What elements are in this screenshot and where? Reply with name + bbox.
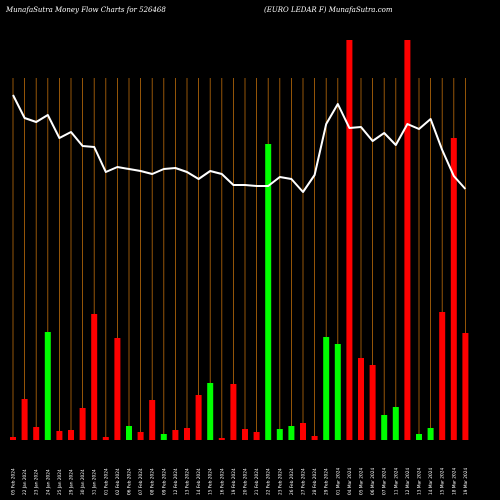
x-tick-label: 19 Mar 2024: [463, 467, 469, 495]
x-tick-label: 02 Feb 2024: [115, 468, 121, 495]
x-tick-label: 09 Feb 2024: [161, 468, 167, 495]
x-tick-label: 13 Feb 2024: [185, 468, 191, 495]
bar-down: [91, 314, 98, 440]
bar-up: [416, 434, 422, 440]
x-tick-label: 07 Feb 2024: [138, 468, 144, 495]
x-tick-label: 14 Mar 2024: [428, 467, 434, 495]
x-tick-label: 06 Mar 2024: [370, 467, 376, 495]
bar-down: [79, 408, 86, 440]
bar-down: [346, 40, 353, 440]
x-tick-label: 12 Feb 2024: [173, 468, 179, 495]
x-tick-label: 31 Jan 2024: [92, 469, 98, 495]
x-tick-label: 18 Mar 2024: [451, 467, 457, 495]
x-tick-label: 23 Jan 2024: [34, 469, 40, 495]
x-tick-label: 26 Feb 2024: [289, 468, 295, 495]
bar-up: [44, 332, 51, 440]
bar-down: [137, 432, 144, 440]
bar-down: [195, 395, 202, 440]
x-tick-label: 15 Feb 2024: [208, 468, 214, 495]
x-tick-label: 20 Feb 2024: [243, 468, 249, 495]
bar-down: [358, 358, 364, 440]
x-tick-label: 01 Feb 2024: [103, 468, 109, 495]
x-tick-label: 01 Mar 2024: [335, 467, 341, 495]
bar-down: [253, 432, 260, 440]
bar-up: [126, 426, 132, 440]
bar-down: [10, 437, 16, 440]
bar-down: [184, 428, 190, 440]
x-tick-label: 19 Feb 2024: [231, 468, 237, 495]
x-tick-label: 14 Feb 2024: [196, 468, 202, 495]
bar-down: [218, 438, 225, 440]
x-tick-label: 22 Feb 2024: [266, 468, 272, 495]
x-tick-label: 29 Jan 2024: [69, 469, 75, 495]
chart-header-left: MunafaSutra Money Flow Charts for 526468: [6, 6, 166, 14]
bar-down: [369, 365, 376, 440]
bar-down: [311, 436, 318, 440]
x-tick-label: 24 Jan 2024: [45, 469, 51, 495]
bar-up: [323, 337, 330, 440]
x-tick-label: 08 Feb 2024: [150, 468, 156, 495]
bar-down: [439, 312, 446, 440]
price-line-series: [12, 94, 467, 193]
bar-down: [242, 429, 248, 440]
bar-down: [68, 430, 74, 440]
x-tick-label: 21 Feb 2024: [254, 468, 260, 495]
price-line: [12, 94, 467, 193]
vertical-gridlines: [12, 78, 466, 440]
x-tick-label: 23 Feb 2024: [277, 468, 283, 495]
bar-down: [33, 427, 40, 440]
x-tick-label: 27 Feb 2024: [301, 468, 307, 495]
x-tick-label: 30 Jan 2024: [80, 469, 86, 495]
bar-down: [102, 437, 109, 440]
bar-down: [149, 400, 156, 440]
bar-up: [276, 429, 283, 440]
bar-down: [114, 338, 121, 440]
x-tick-label: 25 Jan 2024: [57, 469, 63, 495]
bar-up: [392, 407, 399, 440]
x-tick-label: 15 Mar 2024: [440, 467, 446, 495]
bar-up: [265, 144, 272, 440]
bar-up: [160, 434, 167, 440]
x-axis-tick-labels: 05 Feb 2024 22 Jan 2024 23 Jan 2024 24 Jan …: [11, 467, 469, 495]
x-tick-label: 05 Mar 2024: [359, 467, 365, 495]
bar-down: [230, 384, 237, 440]
chart-header-right: (EURO LEDAR F) MunafaSutra.com: [264, 6, 393, 14]
x-tick-label: 12 Mar 2024: [405, 467, 411, 495]
x-tick-label: 22 Jan 2024: [22, 469, 28, 495]
x-tick-label: 05 Feb 2024: [11, 468, 17, 495]
x-tick-label: 13 Mar 2024: [417, 467, 423, 495]
x-tick-label: 28 Feb 2024: [312, 468, 318, 495]
x-tick-label: 07 Mar 2024: [382, 467, 388, 495]
x-tick-label: 04 Mar 2024: [347, 467, 353, 495]
x-tick-label: 06 Feb 2024: [127, 468, 133, 495]
x-tick-label: 11 Mar 2024: [393, 467, 399, 495]
bar-down: [450, 138, 457, 440]
bar-up: [427, 428, 434, 440]
bar-down: [404, 40, 411, 440]
bar-down: [21, 399, 28, 440]
x-tick-label: 16 Feb 2024: [219, 468, 225, 495]
bar-up: [207, 383, 214, 440]
bar-down: [300, 423, 306, 440]
bar-down: [172, 430, 179, 440]
bar-up: [288, 426, 295, 440]
bar-down: [462, 333, 469, 440]
bars: [10, 40, 469, 440]
bar-down: [56, 431, 63, 440]
x-tick-label: 29 Feb 2024: [324, 468, 330, 495]
bar-up: [334, 344, 341, 440]
bar-up: [381, 415, 388, 440]
